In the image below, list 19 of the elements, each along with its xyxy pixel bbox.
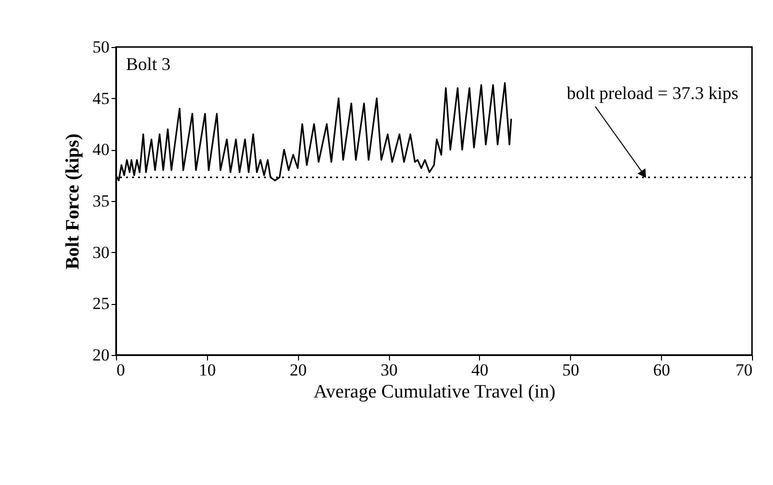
y-axis-title: Bolt Force (kips) xyxy=(62,134,84,270)
x-tick-label: 70 xyxy=(736,360,752,380)
x-tick-label: 40 xyxy=(471,360,488,380)
y-tick-label: 20 xyxy=(92,346,110,364)
x-tick-label: 0 xyxy=(116,360,125,380)
y-tick-label: 35 xyxy=(92,192,110,210)
x-axis-title: Average Cumulative Travel (in) xyxy=(314,382,556,402)
y-tick-label: 45 xyxy=(92,88,110,108)
x-tick-label: 50 xyxy=(562,360,580,380)
y-tick-label: 40 xyxy=(92,140,110,160)
annotation: Bolt 3 xyxy=(126,54,171,74)
x-tick-label: 60 xyxy=(653,360,670,380)
annotation: bolt preload = 37.3 kips xyxy=(566,83,738,104)
x-tick-label: 10 xyxy=(198,360,216,380)
x-tick-label: 20 xyxy=(290,360,307,380)
x-tick-label: 30 xyxy=(380,360,398,380)
y-tick-label: 50 xyxy=(92,38,110,56)
y-tick-label: 30 xyxy=(92,242,110,262)
y-tick-label: 25 xyxy=(92,294,110,314)
